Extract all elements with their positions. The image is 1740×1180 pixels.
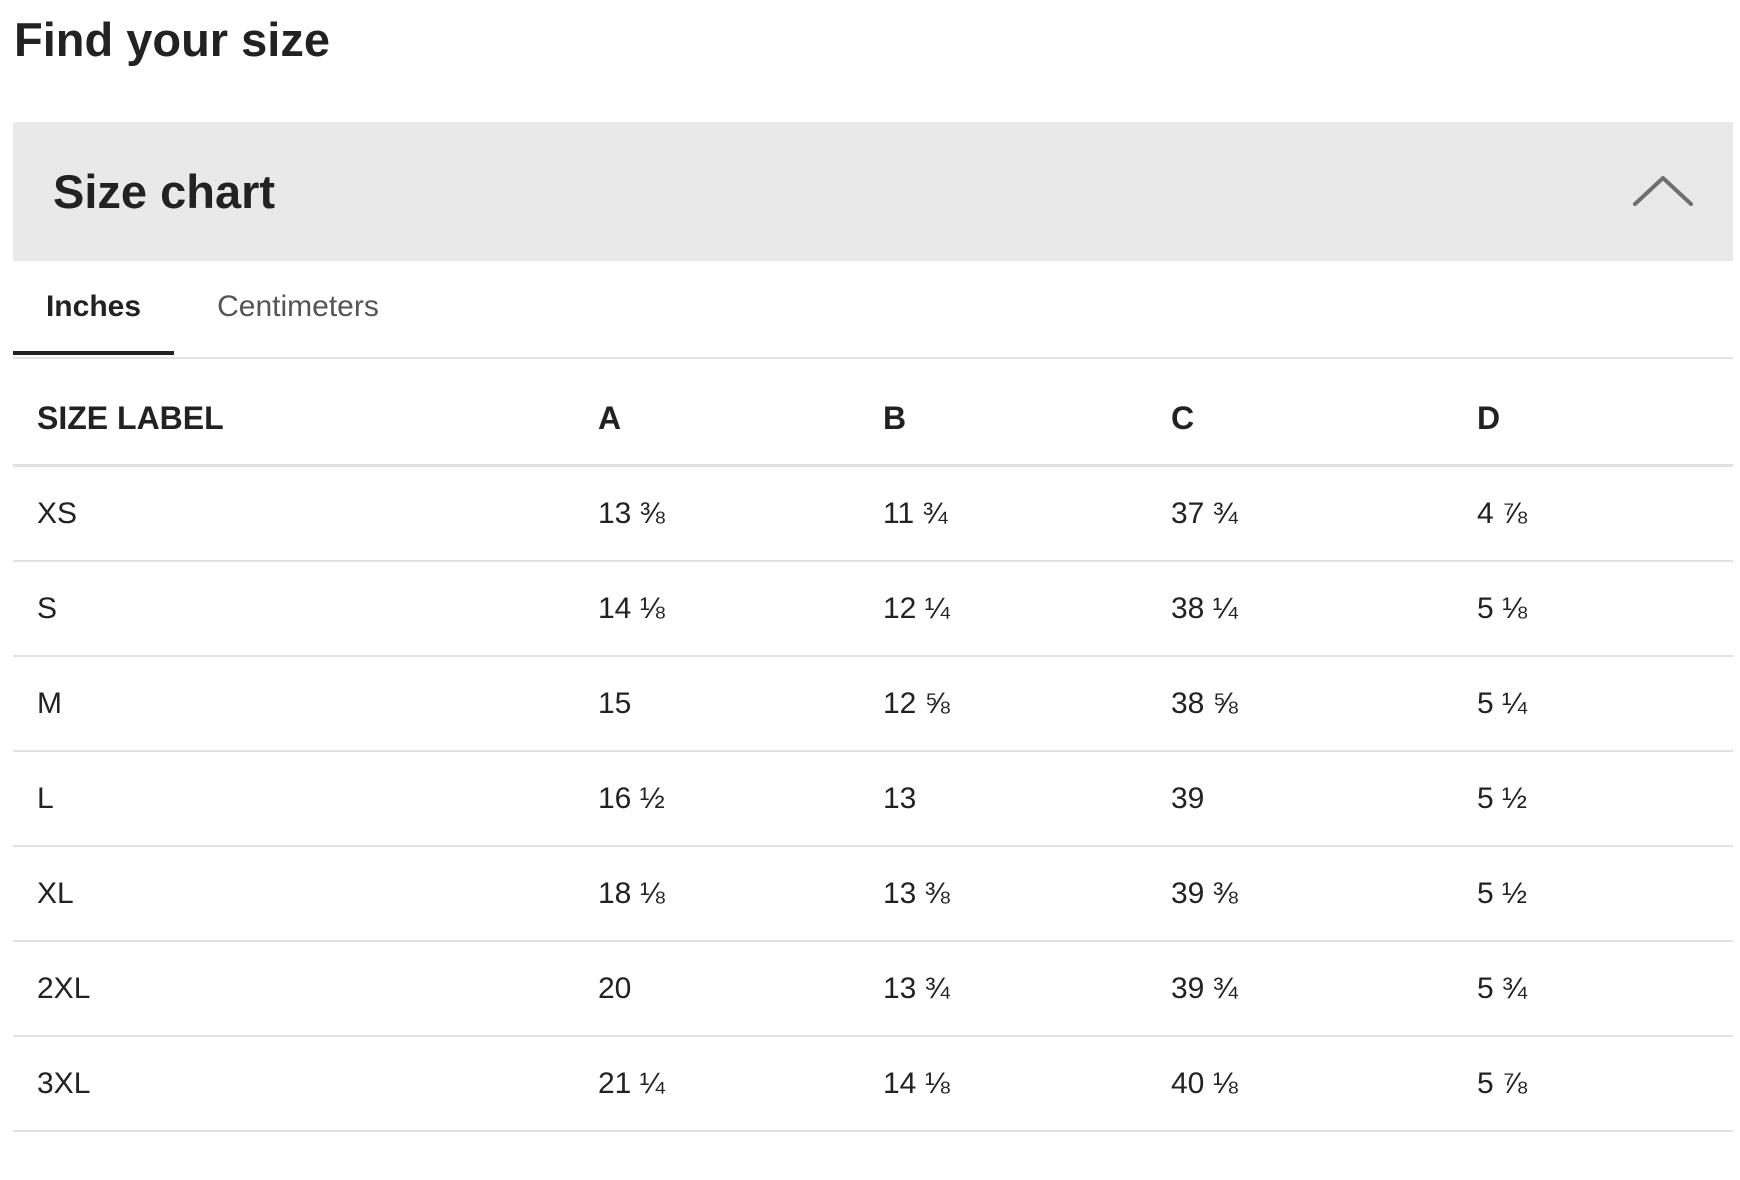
column-header-d: D: [1477, 372, 1733, 467]
table-row: 2XL 20 13 ¾ 39 ¾ 5 ¾: [13, 941, 1733, 1037]
size-label-cell: L: [13, 751, 598, 847]
table-cell: 13 ⅜: [598, 465, 883, 562]
table-cell: 4 ⅞: [1477, 465, 1733, 562]
size-label-cell: XL: [13, 846, 598, 942]
table-cell: 16 ½: [598, 751, 883, 847]
size-label-cell: 2XL: [13, 941, 598, 1037]
table-row: XS 13 ⅜ 11 ¾ 37 ¾ 4 ⅞: [13, 465, 1733, 562]
table-cell: 21 ¼: [598, 1036, 883, 1132]
tab-inches[interactable]: Inches: [13, 261, 174, 355]
table-cell: 38 ¼: [1171, 561, 1477, 657]
table-cell: 5 ½: [1477, 751, 1733, 847]
accordion-title: Size chart: [53, 165, 276, 218]
table-cell: 5 ⅞: [1477, 1036, 1733, 1132]
table-cell: 40 ⅛: [1171, 1036, 1477, 1132]
size-label-cell: M: [13, 656, 598, 752]
table-cell: 13 ⅜: [883, 846, 1171, 942]
table-cell: 12 ⅝: [883, 656, 1171, 752]
table-cell: 13: [883, 751, 1171, 847]
table-cell: 13 ¾: [883, 941, 1171, 1037]
table-row: L 16 ½ 13 39 5 ½: [13, 751, 1733, 847]
table-cell: 38 ⅝: [1171, 656, 1477, 752]
size-label-cell: S: [13, 561, 598, 657]
table-header-row: SIZE LABEL A B C D: [13, 372, 1733, 467]
size-label-cell: XS: [13, 465, 598, 562]
table-cell: 37 ¾: [1171, 465, 1477, 562]
table-cell: 11 ¾: [883, 465, 1171, 562]
table-cell: 39 ⅜: [1171, 846, 1477, 942]
table-cell: 15: [598, 656, 883, 752]
table-cell: 12 ¼: [883, 561, 1171, 657]
column-header-a: A: [598, 372, 883, 467]
table-row: XL 18 ⅛ 13 ⅜ 39 ⅜ 5 ½: [13, 846, 1733, 942]
table-cell: 39: [1171, 751, 1477, 847]
table-cell: 14 ⅛: [598, 561, 883, 657]
column-header-c: C: [1171, 372, 1477, 467]
table-row: M 15 12 ⅝ 38 ⅝ 5 ¼: [13, 656, 1733, 752]
table-cell: 18 ⅛: [598, 846, 883, 942]
table-cell: 39 ¾: [1171, 941, 1477, 1037]
column-header-b: B: [883, 372, 1171, 467]
size-table: SIZE LABEL A B C D XS 13 ⅜ 11 ¾ 37 ¾ 4 ⅞…: [13, 372, 1733, 1132]
table-cell: 5 ¾: [1477, 941, 1733, 1037]
table-cell: 5 ¼: [1477, 656, 1733, 752]
unit-tabs: Inches Centimeters: [13, 261, 1733, 359]
size-label-cell: 3XL: [13, 1036, 598, 1132]
table-row: S 14 ⅛ 12 ¼ 38 ¼ 5 ⅛: [13, 561, 1733, 657]
table-cell: 5 ⅛: [1477, 561, 1733, 657]
size-chart-accordion-header[interactable]: Size chart: [13, 122, 1733, 261]
table-row: 3XL 21 ¼ 14 ⅛ 40 ⅛ 5 ⅞: [13, 1036, 1733, 1132]
tab-centimeters[interactable]: Centimeters: [217, 290, 379, 323]
table-cell: 20: [598, 941, 883, 1037]
chevron-up-icon[interactable]: [1631, 170, 1695, 210]
column-header-size-label: SIZE LABEL: [13, 372, 598, 467]
page-title: Find your size: [14, 13, 330, 66]
table-cell: 14 ⅛: [883, 1036, 1171, 1132]
table-cell: 5 ½: [1477, 846, 1733, 942]
